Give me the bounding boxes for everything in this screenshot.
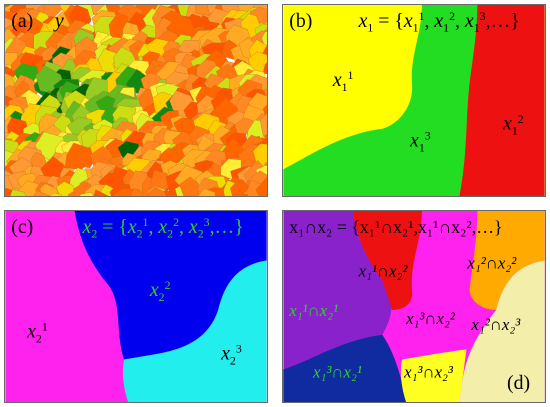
zone-map-x1: (b) x1 = {x11, x12, x13,…} x11 x13 x12 [283,5,545,196]
mosaic-cell [252,143,267,171]
region-blue [74,211,267,360]
mosaic-cell [261,31,267,49]
region-red [352,211,422,310]
region-label-x1-2: x12 [502,112,524,138]
mosaic-cell [49,192,62,196]
intersection-map: x₁∩x₂ = {x₁¹∩x₂¹,x₁¹∩x₂²,…} x₁¹∩x₂² x₁²∩… [283,211,545,402]
panel-c-tag: (c) [11,216,33,238]
mosaic-cell [260,113,267,138]
region-label-x2-3: x23 [220,342,242,368]
region-label-x1-1-x2-2: x₁¹∩x₂² [358,261,409,280]
mosaic-cell [233,193,249,196]
panel-d: x₁∩x₂ = {x₁¹∩x₂¹,x₁¹∩x₂²,…} x₁¹∩x₂² x₁²∩… [282,210,546,403]
mosaic-cell [93,189,109,196]
region-yellow [400,349,467,402]
mosaic-cell [198,188,216,196]
panel-b: (b) x1 = {x11, x12, x13,…} x11 x13 x12 [282,4,546,197]
mosaic-cell [262,62,267,75]
panel-c-set-definition: x2 = {x21, x22, x23,…} [82,215,244,241]
region-label-x1-1-x2-1: x₁¹∩x₂¹ [288,301,338,320]
region-label-x1-1: x11 [332,68,354,94]
region-label-x1-2-x2-3: x₁²∩x₂³ [470,315,521,334]
mosaic-cell [39,183,60,196]
mosaic-cell [130,187,145,196]
region-navy [283,334,407,402]
mosaic-cell [146,187,167,196]
region-label-x2-1: x21 [26,320,48,346]
panel-b-set-definition: x1 = {x11, x12, x13,…} [358,9,520,35]
panel-d-set-definition: x₁∩x₂ = {x₁¹∩x₂¹,x₁¹∩x₂²,…} [289,217,502,237]
region-orange [469,211,545,310]
mosaic-cell [255,176,267,196]
region-red [459,5,545,196]
panel-c: (c) x2 = {x21, x22, x23,…} x21 x22 x23 [4,210,268,403]
region-label-x1-3: x13 [409,129,431,155]
region-label-x1-3-x2-1: x₁³∩x₂¹ [312,362,362,381]
region-cream [459,260,545,402]
mosaic-cell [244,195,247,196]
panel-d-tag: (d) [507,372,530,394]
region-cyan [122,260,267,402]
region-label-x2-2: x22 [149,278,171,304]
zone-map-x2: (c) x2 = {x21, x22, x23,…} x21 x22 x23 [5,211,267,402]
mosaic-cell [79,192,94,196]
panel-b-tag: (b) [289,10,312,32]
mosaic-cell [33,190,51,196]
mosaic-cell [165,194,171,196]
mosaic-cell [179,176,202,196]
panel-a-variable: y [53,10,64,32]
mosaic-cell [74,147,95,169]
panel-a-tag: (a) [11,10,33,32]
region-label-x1-2-x2-2: x₁²∩x₂² [466,253,517,272]
region-label-x1-3-x2-3: x₁³∩x₂³ [403,362,454,381]
mosaic-cell [9,189,26,196]
region-label-x1-3-x2-2: x₁³∩x₂² [405,309,456,328]
map-mosaic: (a) y [5,5,267,196]
panel-a: (a) y [4,4,268,197]
